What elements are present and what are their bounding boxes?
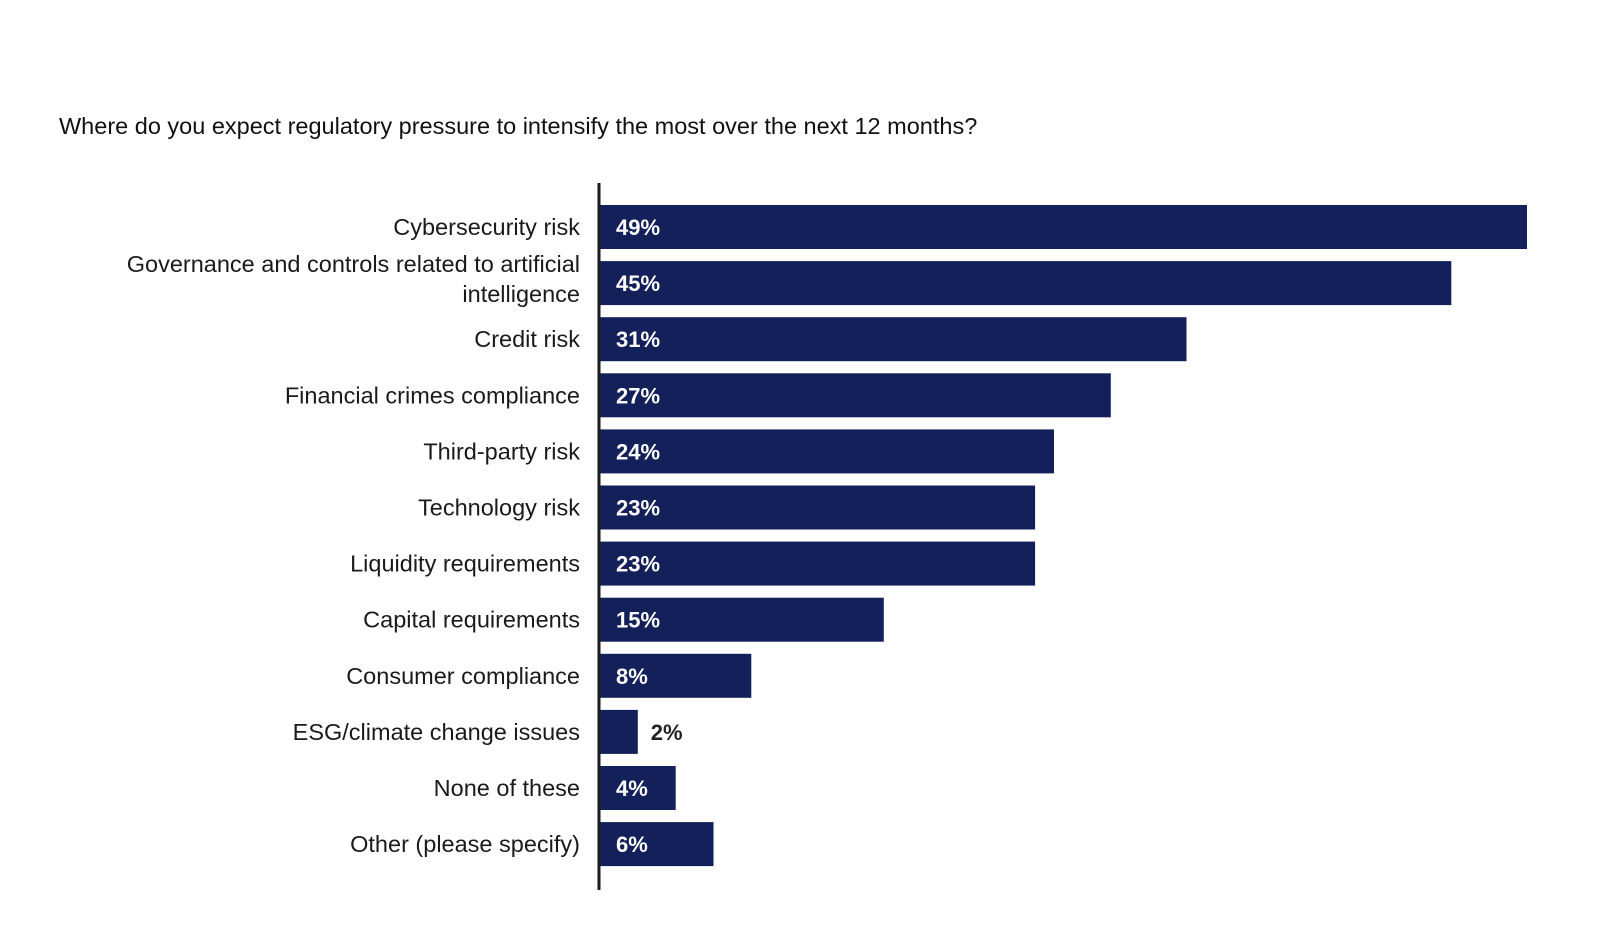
bar-capital-requirements	[600, 597, 884, 642]
category-label-cybersecurity-risk: Cybersecurity risk	[393, 214, 580, 240]
value-label-esg-climate-change-issues: 2%	[651, 720, 683, 745]
value-label-credit-risk: 31%	[616, 327, 660, 352]
value-labels: 49% 45% 31% 27% 24% 23% 23% 15% 8% 2% 4% 6%	[616, 215, 683, 857]
bar-technology-risk	[600, 485, 1036, 530]
bar-third-party-risk	[600, 429, 1054, 474]
bar-financial-crimes-compliance	[600, 373, 1111, 418]
bar-credit-risk	[600, 317, 1187, 362]
bar-governance-and-controls-related-to-artificial-intelligence	[600, 261, 1452, 306]
bar-esg-climate-change-issues	[600, 709, 638, 754]
bar-none-of-these	[600, 766, 676, 810]
value-label-capital-requirements: 15%	[616, 608, 660, 633]
value-label-none-of-these: 4%	[616, 776, 648, 801]
bar-consumer-compliance	[600, 653, 752, 698]
category-label-third-party-risk: Third-party risk	[423, 438, 580, 464]
category-label-capital-requirements: Capital requirements	[363, 607, 580, 633]
bar-cybersecurity-risk	[600, 205, 1527, 249]
category-label-consumer-compliance: Consumer compliance	[346, 663, 580, 689]
value-label-consumer-compliance: 8%	[616, 664, 648, 689]
value-label-third-party-risk: 24%	[616, 439, 660, 464]
category-label-esg-climate-change-issues: ESG/climate change issues	[293, 719, 580, 745]
category-label-other-please-specify: Other (please specify)	[350, 831, 580, 857]
category-label-credit-risk: Credit risk	[474, 326, 580, 352]
value-label-financial-crimes-compliance: 27%	[616, 383, 660, 408]
bar-other-please-specify	[600, 822, 714, 867]
value-label-technology-risk: 23%	[616, 496, 660, 521]
bar-liquidity-requirements	[600, 541, 1036, 586]
bars-layer	[600, 205, 1527, 867]
category-label-governance-and-controls-related-to-artificial-intelligence: Governance and controls related to artif…	[127, 251, 580, 307]
category-label-none-of-these: None of these	[434, 775, 580, 801]
value-label-governance-and-controls-related-to-artificial-intelligence: 45%	[616, 271, 660, 296]
chart-title: Where do you expect regulatory pressure …	[59, 113, 978, 139]
category-labels: Cybersecurity risk Governance and control…	[127, 214, 581, 857]
value-label-liquidity-requirements: 23%	[616, 552, 660, 577]
category-label-financial-crimes-compliance: Financial crimes compliance	[285, 382, 580, 408]
category-label-liquidity-requirements: Liquidity requirements	[350, 551, 580, 577]
category-label-technology-risk: Technology risk	[418, 495, 580, 521]
value-label-cybersecurity-risk: 49%	[616, 215, 660, 240]
value-label-other-please-specify: 6%	[616, 832, 648, 857]
